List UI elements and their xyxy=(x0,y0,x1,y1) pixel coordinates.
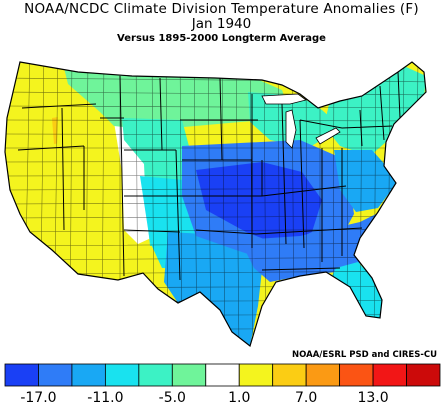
region-mid-atlantic xyxy=(334,150,396,212)
region-great-lakes xyxy=(248,92,342,148)
legend-swatch xyxy=(272,363,307,387)
state-borders xyxy=(17,71,401,281)
legend-swatch xyxy=(205,363,240,387)
region-texas xyxy=(164,232,262,346)
legend-swatch xyxy=(4,363,39,387)
legend-swatch xyxy=(372,363,407,387)
lake-michigan xyxy=(285,109,297,149)
map-date: Jan 1940 xyxy=(191,16,252,32)
data-credit: NOAA/ESRL PSD and CIRES-CU xyxy=(292,350,437,360)
legend-tick-label: -11.0 xyxy=(87,390,123,406)
map-title: NOAA/NCDC Climate Division Temperature A… xyxy=(24,1,419,17)
legend-swatch xyxy=(339,363,374,387)
us-outline xyxy=(4,61,427,348)
lake-superior xyxy=(261,93,307,105)
legend-tick-label: -5.0 xyxy=(159,390,186,406)
legend-swatch xyxy=(305,363,341,387)
color-legend: -17.0 -11.0 -5.0 1.0 7.0 13.0 xyxy=(4,363,441,406)
legend-tick-labels: -17.0 -11.0 -5.0 1.0 7.0 13.0 xyxy=(20,390,388,406)
legend-tick-label: -17.0 xyxy=(20,390,56,406)
region-great-basin xyxy=(56,106,124,228)
legend-swatch xyxy=(238,363,274,387)
region-fills xyxy=(5,62,426,346)
legend-tick-label: 7.0 xyxy=(295,390,317,406)
legend-swatch xyxy=(104,363,140,387)
us-climate-division-map xyxy=(4,61,427,348)
region-southwest xyxy=(64,220,132,280)
legend-swatch xyxy=(406,363,441,387)
legend-swatch xyxy=(138,363,173,387)
lake-erie xyxy=(315,127,341,145)
region-midwest-core xyxy=(196,162,322,246)
legend-swatch xyxy=(171,363,207,387)
legend-swatches xyxy=(4,363,441,387)
legend-tick-label: 1.0 xyxy=(228,390,250,406)
region-northeast xyxy=(324,66,426,156)
legend-swatch xyxy=(71,363,106,387)
map-subtitle: Versus 1895-2000 Longterm Average xyxy=(117,33,326,44)
legend-tick-label: 13.0 xyxy=(357,390,388,406)
legend-swatch xyxy=(38,363,73,387)
region-florida xyxy=(330,262,382,318)
